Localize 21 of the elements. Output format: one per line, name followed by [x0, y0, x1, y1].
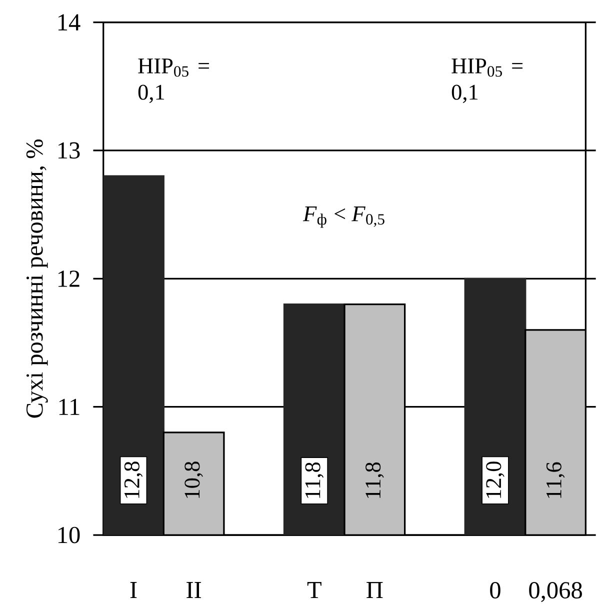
y-tick-label: 10 — [58, 526, 80, 544]
data-label: 11,6 — [546, 462, 565, 498]
y-tick-label: 12 — [58, 270, 80, 287]
x-tick-label: 0 — [490, 582, 500, 598]
x-tick-label: П — [366, 582, 383, 598]
text: НІР$_{05}$ = 0,1 — [138, 58, 209, 103]
text: НІР$_{05}$ = 0,1 — [452, 58, 522, 103]
y-tick-label: 14 — [58, 14, 80, 30]
x-tick-label: I — [130, 582, 137, 598]
data-label: 10,8 — [184, 462, 203, 498]
x-tick-label: Т — [307, 582, 322, 598]
data-label: 11,8 — [366, 462, 384, 498]
data-label: 11,8 — [305, 462, 324, 498]
y-axis-title: Сухі розчинні речовини, % — [26, 140, 48, 418]
y-tick-label: 11 — [59, 398, 80, 415]
y-tick-label: 13 — [58, 142, 80, 159]
x-tick-label: 0,068 — [529, 582, 582, 602]
annotation: F$_{ф}$ < F$_{0,5}$ — [302, 206, 384, 228]
x-tick-label: II — [186, 582, 202, 598]
data-label: 12,0 — [486, 462, 504, 498]
data-label: 12,8 — [124, 462, 143, 498]
